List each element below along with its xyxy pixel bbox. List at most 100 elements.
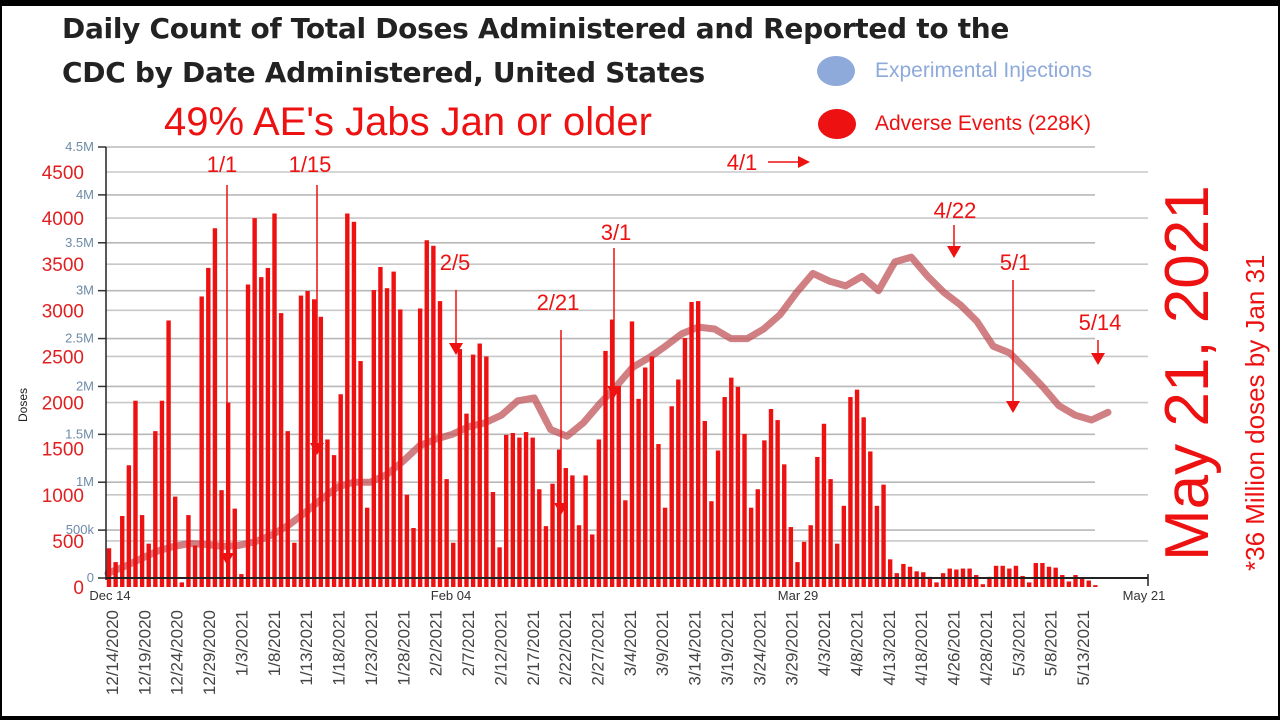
x-tick-label: 2/7/2021 (459, 610, 478, 676)
x-tick-label: 1/18/2021 (330, 610, 349, 686)
ae-bar (742, 433, 747, 587)
x-tick-label: 4/13/2021 (880, 610, 899, 686)
ae-bar (715, 450, 721, 587)
annotation-arrowhead-icon (220, 553, 234, 565)
ae-bar (828, 479, 833, 587)
ae-bar (1066, 581, 1072, 587)
annotation-arrowhead-icon (449, 343, 463, 355)
x-tick-label: 5/13/2021 (1074, 610, 1093, 686)
ae-bar (298, 295, 304, 587)
annotation-arrowhead-icon (1091, 353, 1105, 365)
ae-bar (113, 562, 118, 587)
ae-bar (616, 385, 621, 587)
y-tick-label-ae: 2500 (42, 347, 84, 368)
y-tick-label-doses: 1.5M (65, 426, 94, 441)
ae-bar (272, 213, 277, 587)
x-tick-label: 2/12/2021 (491, 610, 510, 686)
ae-bar (570, 475, 575, 587)
ae-bar (464, 413, 469, 587)
annotation-label: 1/15 (289, 152, 332, 177)
ae-bar (914, 571, 919, 587)
y-tick-label-doses: 500k (66, 522, 95, 537)
x-tick-label: 1/8/2021 (265, 610, 284, 676)
ae-bar (881, 484, 886, 587)
ae-bar (1013, 565, 1019, 587)
legend-marker-doses (817, 56, 855, 86)
x-tick-label: 5/3/2021 (1009, 610, 1028, 676)
y-tick-label-ae: 0 (73, 578, 84, 599)
moving-average-line (104, 253, 1112, 577)
ae-bar (1000, 565, 1005, 587)
ae-bar (232, 508, 237, 587)
ae-bar (801, 541, 807, 587)
ae-bar (133, 400, 138, 587)
x-tick-label: 5/8/2021 (1042, 610, 1061, 676)
ae-bar (762, 440, 767, 587)
slide-canvas: Daily Count of Total Doses Administered … (2, 6, 1278, 716)
x-tick-label: 4/8/2021 (847, 610, 866, 676)
y-tick-label-ae: 3500 (42, 255, 84, 276)
ae-bar (345, 213, 350, 587)
ae-bar (470, 354, 476, 587)
ae-bar (364, 507, 370, 587)
ae-bar (821, 423, 827, 587)
ae-bar (153, 431, 158, 587)
ae-bar (735, 386, 741, 587)
ae-bar (782, 464, 787, 587)
chart-title-line1: Daily Count of Total Doses Administered … (62, 12, 1010, 45)
y-tick-label-doses: 0 (87, 570, 94, 585)
ae-bar (695, 301, 701, 587)
ae-bar (384, 288, 390, 587)
annotation-arrowhead-icon (947, 246, 961, 258)
y-tick-label-doses: 3M (76, 283, 94, 298)
x-range-label: May 21 (1123, 588, 1166, 603)
ae-bar (921, 572, 926, 587)
x-tick-label: 2/27/2021 (589, 610, 608, 686)
ae-bar (636, 398, 641, 587)
x-tick-label: 12/14/2020 (103, 610, 122, 695)
x-tick-label: 3/19/2021 (718, 610, 737, 686)
ae-bar (477, 343, 482, 587)
x-range-label: Feb 04 (431, 588, 471, 603)
ae-bar (676, 379, 681, 587)
x-tick-label: 2/22/2021 (556, 610, 575, 686)
ae-bar (206, 267, 211, 587)
x-tick-label: 1/3/2021 (232, 610, 251, 676)
y-tick-label-ae: 3000 (42, 301, 84, 322)
ae-bar (748, 507, 754, 587)
y-tick-label-doses: 2M (76, 378, 94, 393)
ae-bar (398, 309, 403, 587)
ae-bar (239, 574, 244, 587)
ae-bar (656, 444, 661, 587)
ae-bar (457, 349, 463, 587)
ae-bar (106, 548, 112, 587)
x-tick-label: 3/14/2021 (686, 610, 705, 686)
ae-bar (609, 319, 615, 587)
ae-bar (1086, 580, 1091, 587)
ae-bar (259, 277, 264, 587)
ae-bar (689, 302, 694, 587)
ae-bar (682, 338, 688, 587)
ae-bar (907, 566, 913, 587)
ae-bar (775, 420, 780, 587)
ae-bar (563, 468, 568, 587)
y-tick-label-doses: 4M (76, 187, 94, 202)
annotation-arrowhead-icon (554, 503, 568, 515)
ae-bar (722, 397, 727, 587)
ae-bar (126, 465, 132, 587)
x-range-label: Dec 14 (89, 588, 130, 603)
y-tick-label-doses: 1M (76, 474, 94, 489)
ae-bar (987, 576, 992, 587)
ae-bar (391, 271, 396, 587)
ae-bar (523, 432, 529, 587)
ae-bar (371, 290, 376, 587)
ae-bar (974, 575, 979, 587)
ae-bar (351, 221, 357, 588)
annotation-label: 3/1 (601, 220, 632, 245)
ae-bar (841, 505, 847, 587)
ae-bar (404, 494, 410, 587)
ae-bar (894, 573, 899, 587)
annotation-label: 4/1 (727, 150, 758, 175)
chart-title-line2: CDC by Date Administered, United States (62, 56, 705, 89)
y-tick-label-ae: 4000 (42, 209, 84, 230)
